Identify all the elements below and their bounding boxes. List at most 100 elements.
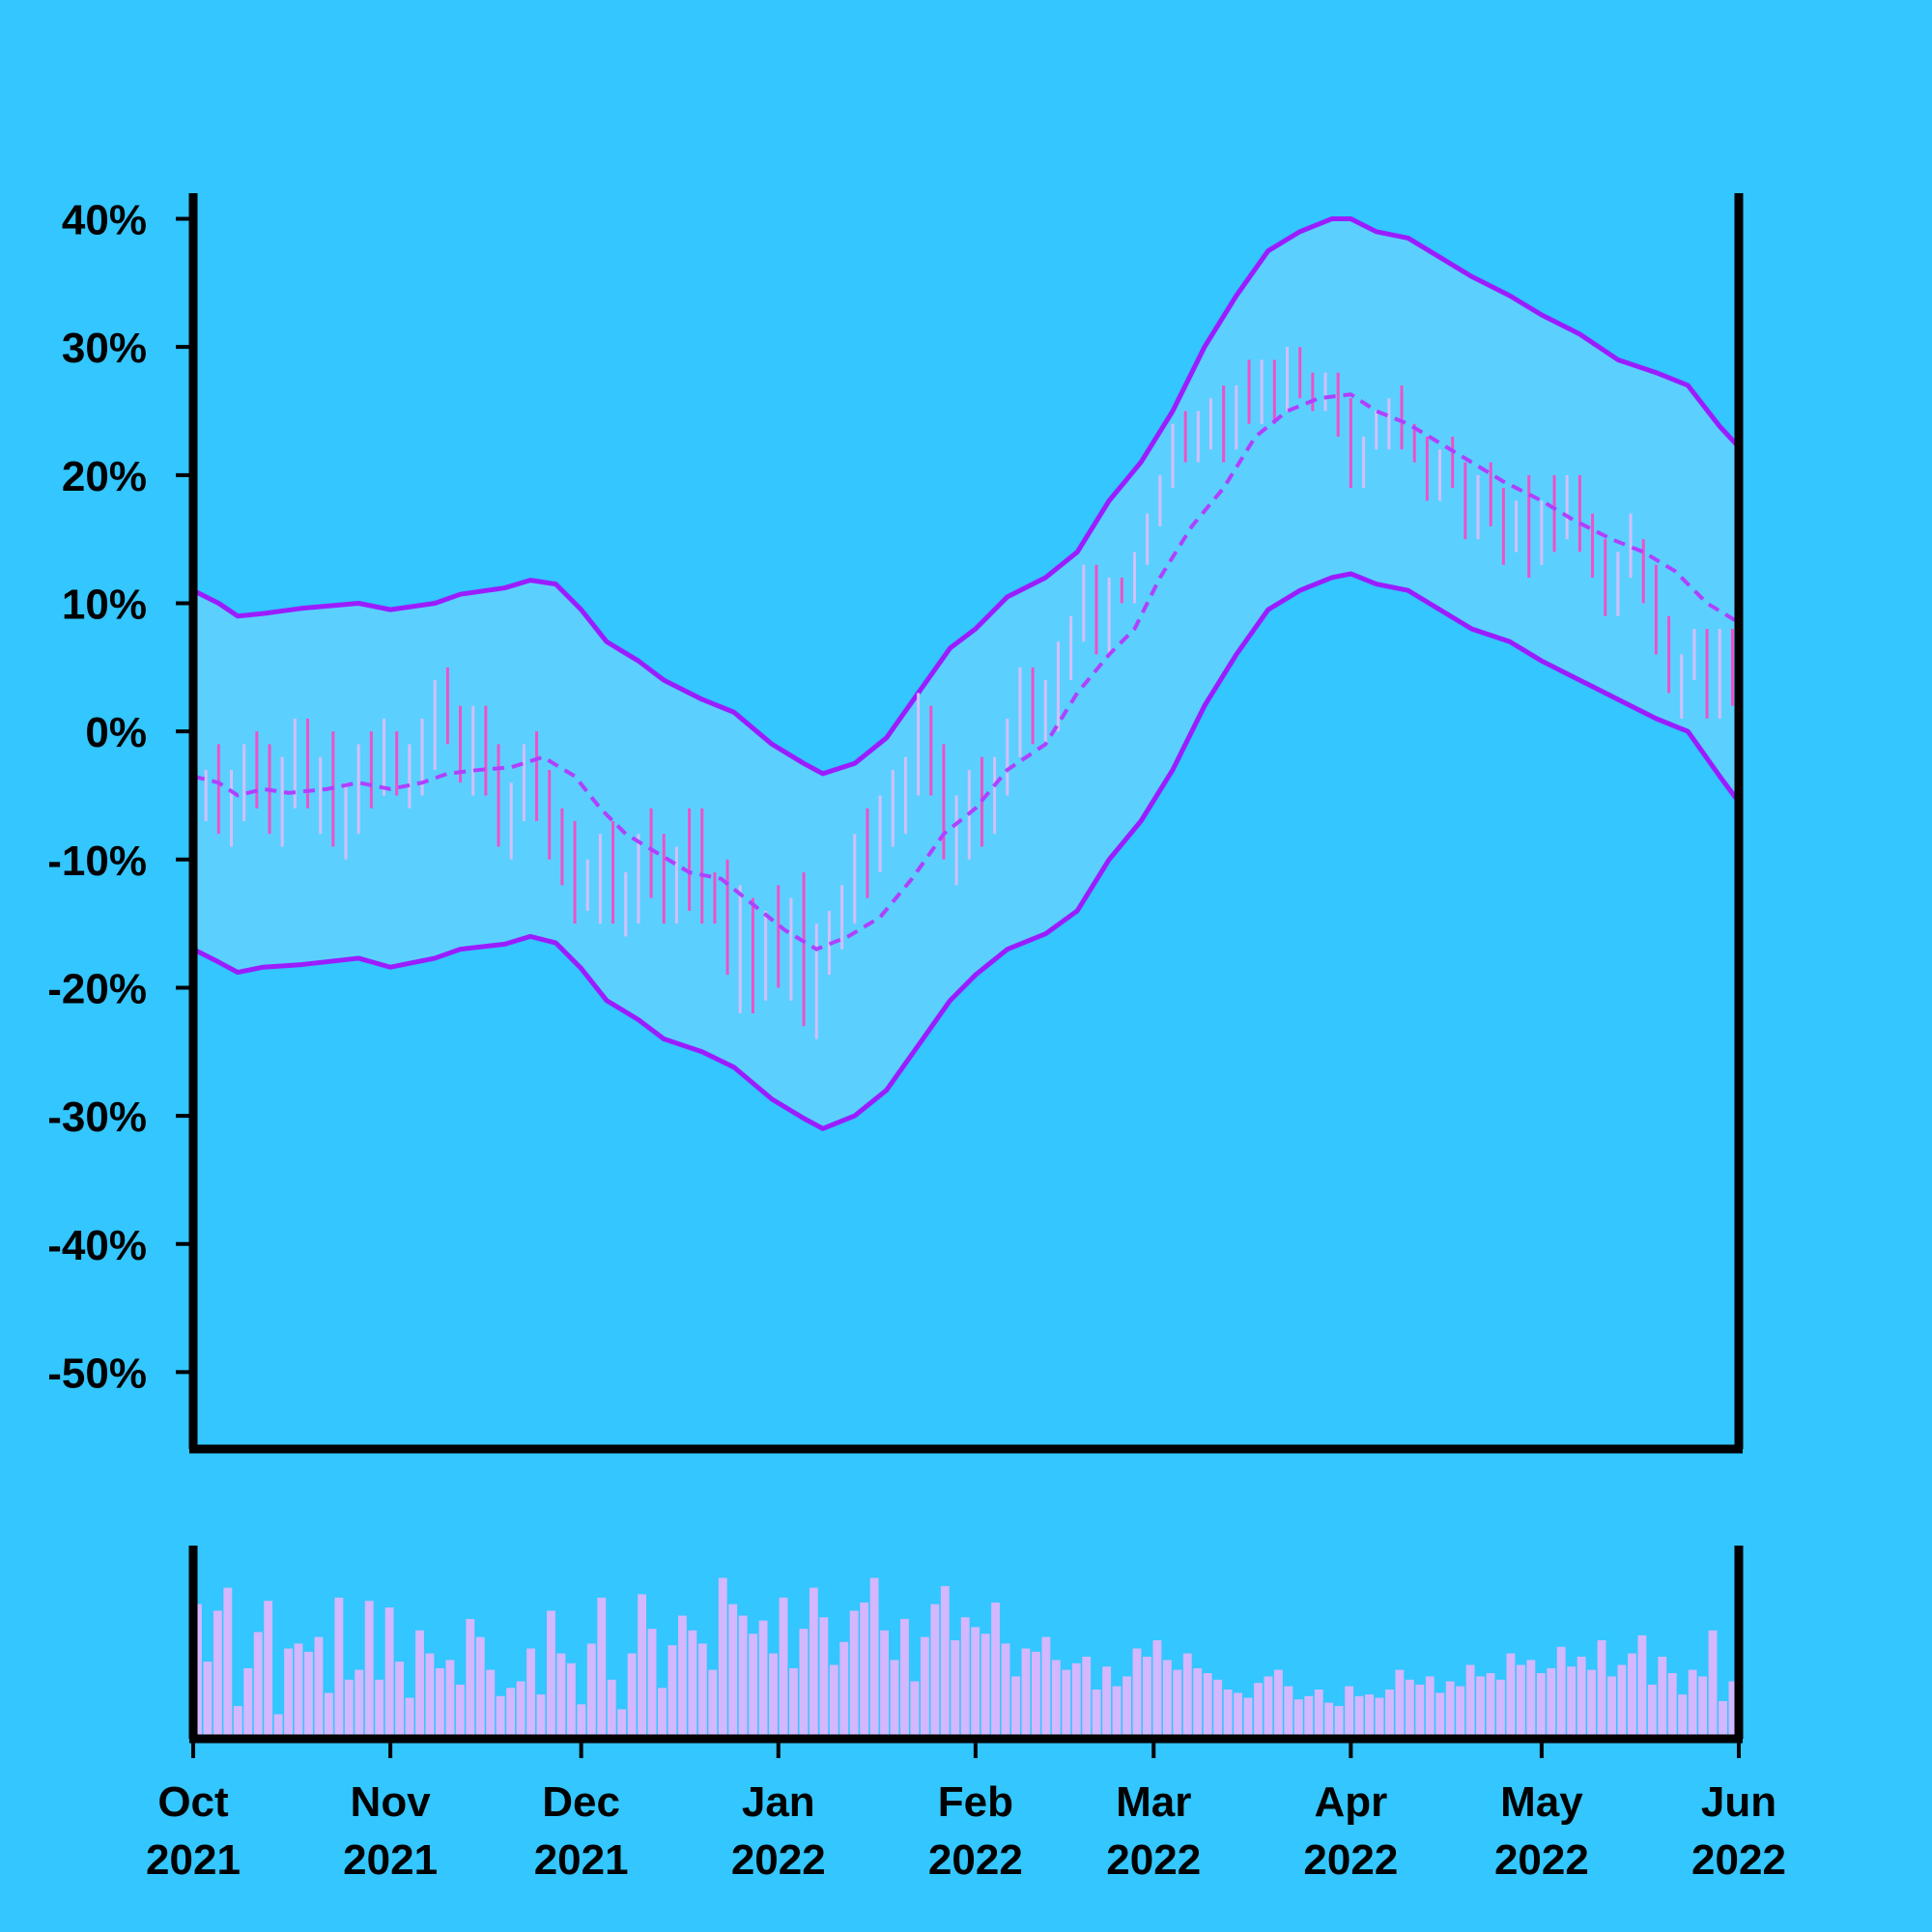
x-tick-label-month: Nov <box>351 1778 432 1826</box>
volume-bar <box>1354 1695 1364 1739</box>
volume-bar <box>203 1662 213 1739</box>
volume-bar <box>1607 1676 1616 1739</box>
volume-bar <box>951 1640 960 1739</box>
y-tick-label: 10% <box>62 581 147 628</box>
volume-bar <box>788 1667 798 1739</box>
volume-bar <box>900 1618 909 1739</box>
x-tick-label-month: Dec <box>542 1778 620 1826</box>
volume-bar <box>1567 1666 1577 1739</box>
volume-bar <box>647 1629 657 1739</box>
volume-bar <box>1496 1679 1505 1739</box>
volume-bar <box>1273 1669 1283 1739</box>
volume-bar <box>1182 1653 1192 1739</box>
volume-bar <box>1435 1692 1445 1739</box>
volume-bar <box>1345 1686 1354 1739</box>
volume-bar <box>1264 1676 1273 1739</box>
y-tick-label: -20% <box>47 965 147 1012</box>
x-tick-label-year: 2021 <box>343 1836 438 1884</box>
volume-bar <box>324 1692 333 1739</box>
volume-bar <box>455 1684 465 1739</box>
volume-bar <box>415 1630 424 1739</box>
volume-bar <box>1526 1660 1536 1739</box>
volume-bar <box>1456 1686 1465 1739</box>
volume-bar <box>638 1594 647 1739</box>
volume-bar <box>1405 1679 1414 1739</box>
volume-bar <box>940 1585 950 1739</box>
volume-bar <box>1213 1679 1223 1739</box>
x-axis-ticks: Oct 2021 Nov 2021 Dec 2021 Jan 2022 Feb 2022 Mar 20… <box>146 1739 1786 1884</box>
volume-bar <box>1254 1683 1263 1739</box>
volume-bar <box>627 1653 637 1739</box>
volume-bar <box>849 1610 859 1739</box>
volume-bar <box>1193 1667 1203 1739</box>
moving-average <box>192 392 1741 952</box>
volume-bar <box>395 1662 405 1739</box>
volume-bar <box>617 1709 627 1739</box>
band-upper-line <box>191 216 1741 777</box>
volume-bar <box>971 1627 980 1739</box>
volume-bar <box>1708 1630 1718 1739</box>
y-tick-label: 40% <box>62 197 147 244</box>
volume-bar <box>1143 1657 1151 1739</box>
volume-bar <box>466 1618 475 1739</box>
volume-bar <box>1465 1664 1475 1739</box>
volume-bar <box>738 1615 748 1739</box>
volume-bar <box>1041 1636 1051 1739</box>
volume-bar <box>355 1669 364 1739</box>
volume-bar <box>1425 1676 1435 1739</box>
volume-bar <box>496 1695 505 1739</box>
volume-bar <box>880 1630 889 1739</box>
volume-bar <box>819 1617 829 1739</box>
y-tick-label: 30% <box>62 325 147 372</box>
moving-average-line <box>192 392 1741 952</box>
volume-bar <box>344 1679 354 1739</box>
volume-bar <box>1536 1673 1546 1739</box>
volume-bar <box>779 1597 788 1739</box>
x-tick-label-year: 2022 <box>1494 1836 1589 1884</box>
volume-bar <box>1627 1653 1636 1739</box>
volume-bar <box>223 1587 233 1739</box>
volume-bar <box>1162 1660 1172 1739</box>
x-tick-label-month: Jun <box>1701 1778 1776 1826</box>
volume-bar <box>1293 1699 1303 1739</box>
volume-bar <box>769 1653 778 1739</box>
x-tick-label-year: 2022 <box>1691 1836 1786 1884</box>
volume-bar <box>1112 1686 1122 1739</box>
volume-bar <box>718 1577 727 1739</box>
y-axis-ticks: 40% 30% 20% 10% 0% -10% -20% -30% -40% -50% <box>47 197 193 1397</box>
volume-bar <box>1556 1646 1566 1739</box>
volume-bar <box>526 1648 535 1739</box>
volume-bar <box>1324 1702 1334 1739</box>
y-tick-label: -10% <box>47 838 147 885</box>
volume-bar <box>930 1604 940 1739</box>
volume-bar <box>697 1643 707 1739</box>
volume-bar <box>1173 1669 1182 1739</box>
volume-bar <box>708 1669 718 1739</box>
volume-bar <box>314 1636 324 1739</box>
volume-bar <box>486 1669 496 1739</box>
band-fill <box>193 218 1739 1129</box>
volume-bar <box>253 1632 263 1739</box>
x-tick-label-year: 2022 <box>1303 1836 1398 1884</box>
volume-bar <box>1152 1640 1162 1739</box>
volume-bar <box>1001 1643 1010 1739</box>
x-tick-label-month: May <box>1500 1778 1583 1826</box>
x-tick-label-month: Oct <box>157 1778 229 1826</box>
volume-bar <box>294 1643 303 1739</box>
x-tick-label-year: 2021 <box>146 1836 241 1884</box>
volume-bar <box>890 1660 899 1739</box>
volume-bars <box>193 1577 1738 1739</box>
volume-bar <box>284 1648 294 1739</box>
volume-bar <box>1678 1694 1688 1739</box>
volume-bar <box>1658 1657 1667 1739</box>
y-tick-label: -50% <box>47 1350 147 1397</box>
volume-bar <box>688 1630 697 1739</box>
volume-bar <box>1031 1651 1040 1739</box>
volume-bar <box>1719 1700 1727 1739</box>
volume-bar <box>1334 1706 1344 1739</box>
volume-bar <box>607 1679 616 1739</box>
volume-bar <box>243 1667 253 1739</box>
volume-bar <box>1132 1648 1142 1739</box>
volume-bar <box>405 1697 414 1739</box>
volume-bar <box>1698 1676 1708 1739</box>
